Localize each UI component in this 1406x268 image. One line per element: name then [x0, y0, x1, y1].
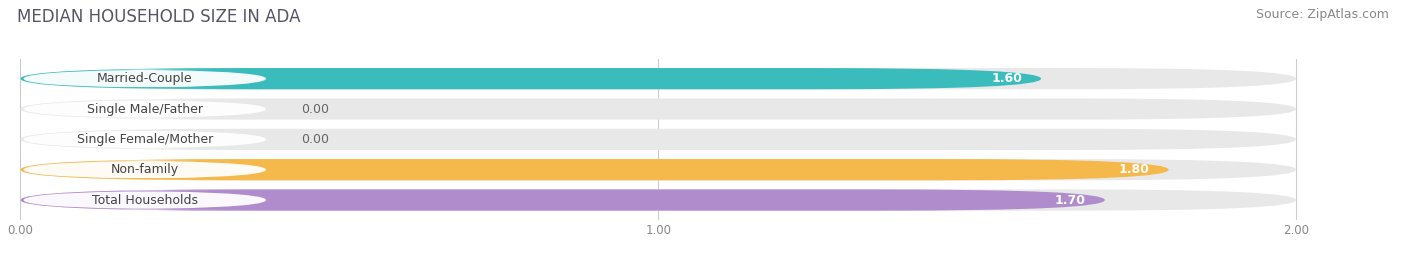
Text: Non-family: Non-family: [111, 163, 179, 176]
Text: Married-Couple: Married-Couple: [97, 72, 193, 85]
FancyBboxPatch shape: [21, 129, 1296, 150]
FancyBboxPatch shape: [24, 191, 266, 210]
FancyBboxPatch shape: [24, 160, 266, 179]
Text: Source: ZipAtlas.com: Source: ZipAtlas.com: [1256, 8, 1389, 21]
FancyBboxPatch shape: [21, 98, 1296, 120]
FancyBboxPatch shape: [21, 68, 1040, 89]
FancyBboxPatch shape: [24, 130, 266, 149]
FancyBboxPatch shape: [21, 159, 1168, 180]
FancyBboxPatch shape: [21, 189, 1105, 211]
Text: 1.70: 1.70: [1054, 193, 1085, 207]
FancyBboxPatch shape: [21, 189, 1296, 211]
Text: 0.00: 0.00: [301, 133, 329, 146]
Text: Single Female/Mother: Single Female/Mother: [77, 133, 212, 146]
FancyBboxPatch shape: [24, 69, 266, 88]
Text: 0.00: 0.00: [301, 103, 329, 116]
Text: 1.60: 1.60: [991, 72, 1022, 85]
Text: 1.80: 1.80: [1119, 163, 1150, 176]
Text: Total Households: Total Households: [91, 193, 198, 207]
Text: Single Male/Father: Single Male/Father: [87, 103, 202, 116]
FancyBboxPatch shape: [21, 68, 1296, 89]
FancyBboxPatch shape: [24, 100, 266, 118]
FancyBboxPatch shape: [21, 159, 1296, 180]
Text: MEDIAN HOUSEHOLD SIZE IN ADA: MEDIAN HOUSEHOLD SIZE IN ADA: [17, 8, 301, 26]
